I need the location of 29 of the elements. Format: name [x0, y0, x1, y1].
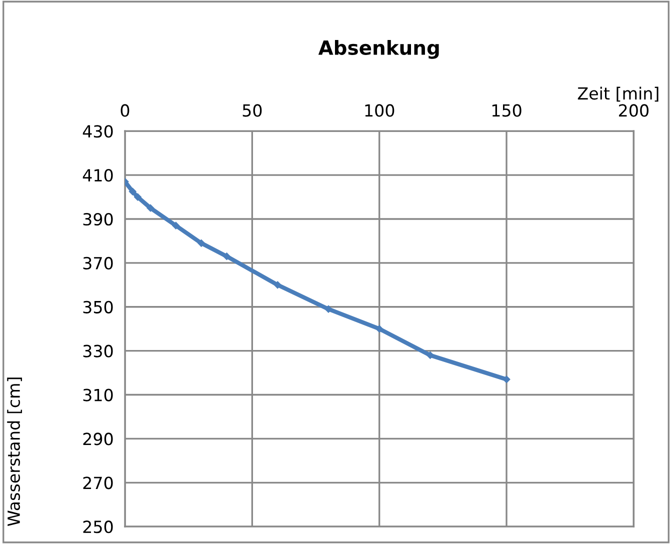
x-axis-title: Zeit [min] [578, 86, 658, 102]
y-tick-label: 270 [83, 476, 113, 490]
point [376, 325, 383, 332]
point [274, 281, 282, 289]
y-tick-label: 250 [83, 520, 113, 534]
point [223, 252, 230, 260]
y-tick-label: 350 [83, 300, 113, 314]
x-tick-label: 200 [619, 104, 648, 117]
y-tick-label: 370 [83, 256, 113, 270]
y-tick-label: 410 [82, 169, 113, 182]
y-axis-title: Wasserstand [cm] [7, 378, 22, 526]
point [134, 193, 142, 201]
point [198, 240, 205, 247]
x-tick-label: 50 [242, 104, 262, 117]
y-tick-label: 430 [82, 125, 113, 138]
x-tick-label: 100 [365, 104, 394, 117]
x-tick-label: 150 [492, 104, 522, 117]
y-tick-label: 330 [83, 344, 113, 358]
point [146, 204, 154, 212]
point [128, 188, 136, 196]
point [426, 352, 434, 359]
y-tick-label: 290 [83, 432, 113, 446]
chart-title: Absenkung [318, 40, 439, 59]
point [324, 305, 332, 313]
x-tick-label: 0 [120, 104, 130, 117]
y-tick-label: 390 [83, 212, 113, 226]
point [172, 222, 180, 230]
y-tick-label: 310 [83, 388, 113, 402]
point [502, 376, 510, 384]
